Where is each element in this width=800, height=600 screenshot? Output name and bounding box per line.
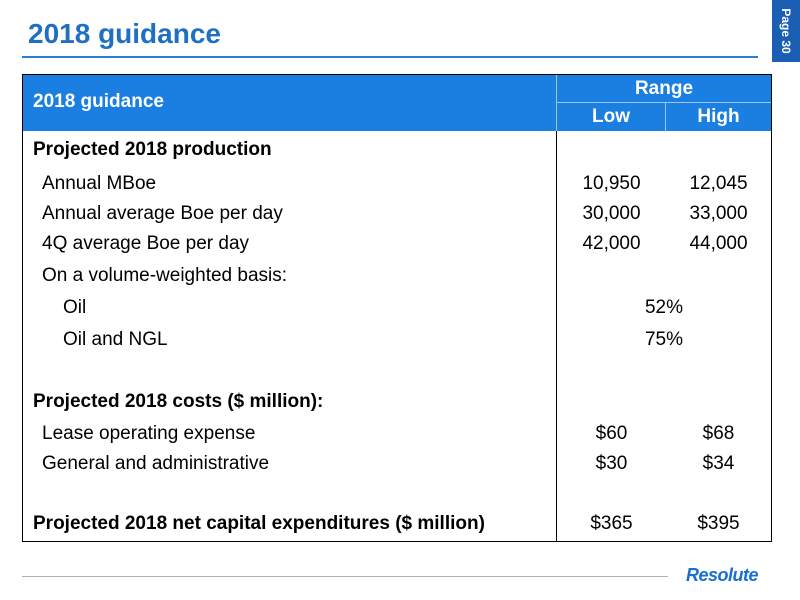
high-value: $395 (697, 513, 740, 534)
low-value: $30 (595, 453, 628, 474)
header-low: Low (556, 103, 665, 131)
high-value: 33,000 (689, 203, 748, 224)
row-label: Lease operating expense (42, 423, 256, 444)
range-value: 75% (644, 329, 684, 350)
table-row: Annual average Boe per day 30,000 33,000 (23, 199, 771, 229)
range-value: 52% (644, 297, 684, 318)
resolute-logo: Resolute (686, 565, 759, 585)
table-row: General and administrative $30 $34 (23, 449, 771, 479)
table-row: On a volume-weighted basis: (23, 261, 771, 291)
guidance-table: 2018 guidance Range Low High Projected 2… (22, 74, 772, 542)
row-label: Oil (63, 297, 87, 318)
low-value: 42,000 (582, 233, 641, 254)
low-value: 30,000 (582, 203, 641, 224)
table-row: Projected 2018 net capital expenditures … (23, 509, 771, 539)
section-heading: Projected 2018 costs ($ million): (33, 391, 324, 412)
table-header: 2018 guidance Range Low High (23, 75, 771, 131)
table-row: Lease operating expense $60 $68 (23, 419, 771, 449)
page-number-tab: Page 30 (772, 0, 800, 62)
row-label: 4Q average Boe per day (42, 233, 250, 254)
header-guidance-label: 2018 guidance (33, 91, 164, 112)
low-value: $365 (590, 513, 633, 534)
table-row: 4Q average Boe per day 42,000 44,000 (23, 229, 771, 259)
row-label: Oil and NGL (63, 329, 168, 350)
table-row: Oil and NGL 75% (23, 325, 771, 355)
column-divider (556, 131, 557, 541)
section-heading: Projected 2018 production (33, 139, 272, 160)
slide-title: 2018 guidance (28, 18, 221, 49)
high-value: 44,000 (689, 233, 748, 254)
high-value: $68 (702, 423, 735, 444)
range-header-group: Range Low High (556, 75, 771, 131)
footer-divider (22, 576, 668, 577)
header-high: High (665, 103, 771, 131)
high-value: 12,045 (689, 173, 748, 194)
section-heading: Projected 2018 net capital expenditures … (33, 513, 485, 534)
high-value: $34 (702, 453, 735, 474)
low-value: 10,950 (582, 173, 641, 194)
row-label: General and administrative (42, 453, 270, 474)
row-label: On a volume-weighted basis: (42, 265, 288, 286)
header-range: Range (556, 75, 771, 103)
row-label: Annual MBoe (42, 173, 157, 194)
table-row: Oil 52% (23, 293, 771, 323)
table-row: Projected 2018 costs ($ million): (23, 387, 771, 417)
table-row: Annual MBoe 10,950 12,045 (23, 169, 771, 199)
low-value: $60 (595, 423, 628, 444)
row-label: Annual average Boe per day (42, 203, 283, 224)
title-divider (22, 56, 758, 58)
table-row: Projected 2018 production (23, 135, 771, 165)
page-number-label: Page 30 (779, 8, 793, 54)
